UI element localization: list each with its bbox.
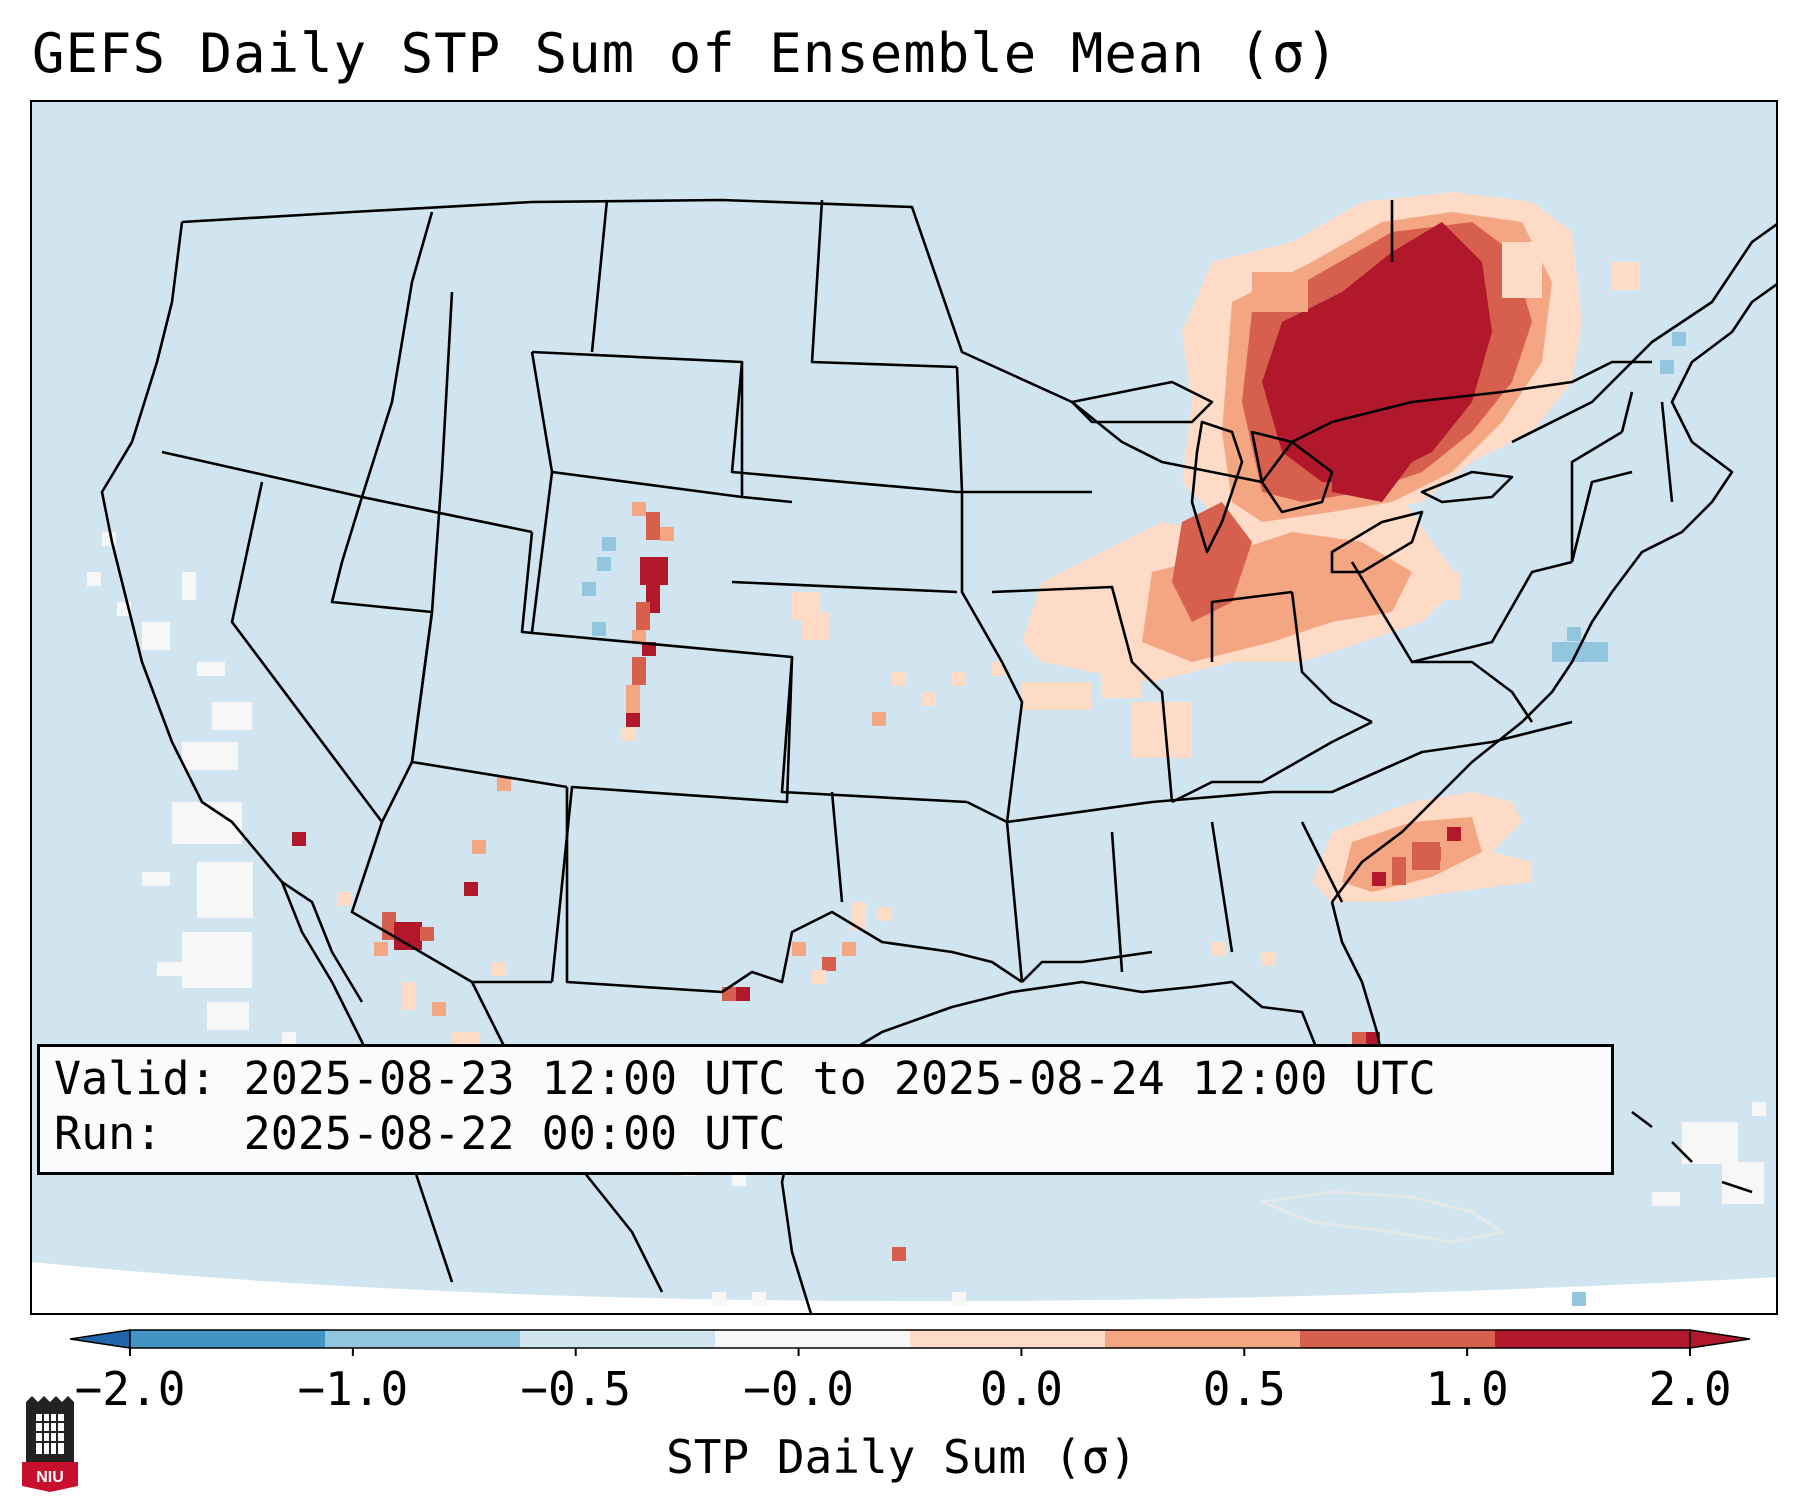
valid-run-info-box: Valid: 2025-08-23 12:00 UTC to 2025-08-2…: [37, 1044, 1614, 1175]
colorbar-tick-label: 2.0: [1648, 1362, 1732, 1416]
niu-logo: NIU: [22, 1396, 78, 1492]
colorbar: [70, 1329, 1750, 1356]
valid-row: Valid: 2025-08-23 12:00 UTC to 2025-08-2…: [54, 1051, 1597, 1106]
run-row: Run: 2025-08-22 00:00 UTC: [54, 1106, 1597, 1161]
valid-label: Valid:: [54, 1052, 217, 1105]
colorbar-tick-label: −1.0: [297, 1362, 409, 1416]
colorbar-tick-label: 1.0: [1425, 1362, 1509, 1416]
colorbar-segment: [910, 1330, 1105, 1348]
colorbar-under-arrow: [70, 1329, 131, 1349]
colorbar-tick-label: −2.0: [74, 1362, 186, 1416]
negative-cells: [582, 332, 1686, 1306]
colorbar-segment: [715, 1330, 910, 1348]
colorbar-segment: [1495, 1330, 1690, 1348]
run-value: 2025-08-22 00:00 UTC: [243, 1107, 786, 1160]
colorado-hotspot: [622, 502, 674, 741]
colorbar-tick-label: 0.0: [979, 1362, 1063, 1416]
logo-text: NIU: [36, 1469, 64, 1486]
colorbar-label: STP Daily Sum (σ): [666, 1430, 1137, 1484]
atlantic-hotspot: [1312, 792, 1532, 902]
valid-value: 2025-08-23 12:00 UTC to 2025-08-24 12:00…: [243, 1052, 1436, 1105]
run-label: Run:: [54, 1107, 163, 1160]
colorbar-over-arrow: [1689, 1329, 1750, 1349]
colorbar-segment: [1300, 1330, 1495, 1348]
colorbar-ticks: [129, 1348, 1691, 1356]
colorbar-segment: [130, 1330, 325, 1348]
colorbar-segments: [70, 1329, 1750, 1349]
chart-title: GEFS Daily STP Sum of Ensemble Mean (σ): [32, 22, 1339, 85]
colorbar-segment: [520, 1330, 715, 1348]
midwest-cells: [792, 592, 1192, 758]
pacific-neutral-cells: [87, 532, 1766, 1306]
projection-edge: [32, 1262, 1776, 1313]
map-canvas: [32, 192, 1776, 1313]
colorbar-tick-label: −0.0: [743, 1362, 854, 1416]
colorbar-outline: [129, 1329, 1691, 1349]
colorbar-segment: [325, 1330, 520, 1348]
colorbar-segment: [1105, 1330, 1300, 1348]
colorbar-tick-label: −0.5: [520, 1362, 632, 1416]
colorbar-tick-label: 0.5: [1202, 1362, 1286, 1416]
